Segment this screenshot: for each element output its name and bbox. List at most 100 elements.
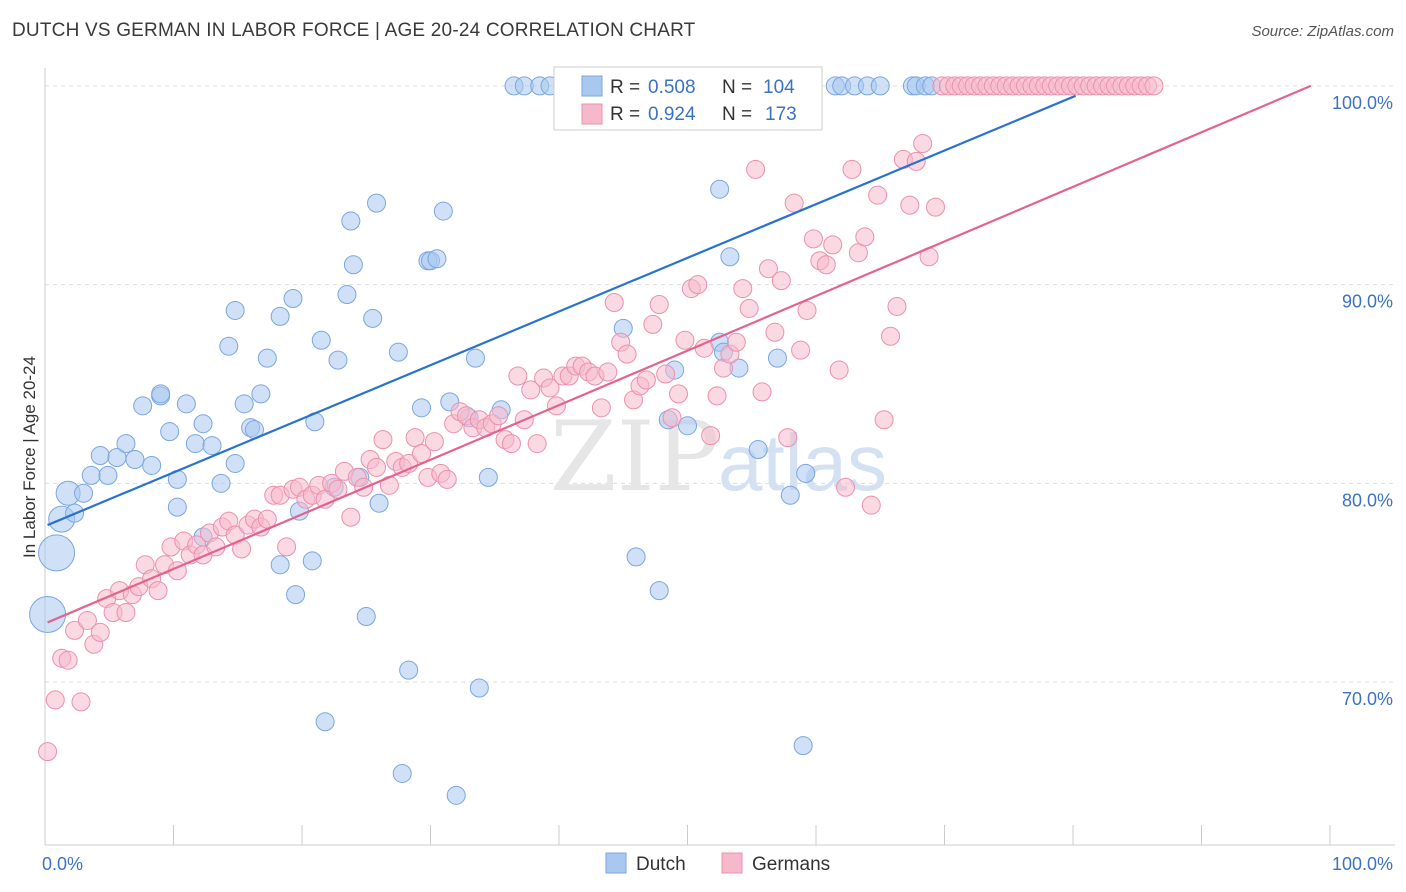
legend-series: Dutch Germans [605, 852, 830, 875]
point-dutch-40 [311, 330, 331, 350]
watermark-atlas: atlas [718, 418, 887, 507]
legend-r-value-dutch: 0.508 [648, 77, 696, 98]
point-german-72 [501, 434, 521, 454]
point-german-51 [367, 457, 387, 477]
y-tick-label-3: 70.0% [1342, 689, 1393, 709]
point-dutch-54 [399, 660, 419, 680]
point-dutch-15 [151, 384, 171, 404]
point-german-4 [65, 620, 85, 640]
point-german-126 [848, 243, 868, 263]
point-dutch-58 [427, 249, 447, 269]
point-dutch-1 [38, 534, 76, 572]
point-german-130 [874, 410, 894, 430]
point-dutch-6 [81, 465, 101, 485]
point-dutch-17 [167, 497, 187, 517]
point-dutch-38 [302, 551, 322, 571]
point-dutch-16 [160, 422, 180, 442]
chart-title: DUTCH VS GERMAN IN LABOR FORCE | AGE 20-… [12, 20, 696, 41]
point-dutch-88 [870, 76, 890, 96]
point-german-129 [868, 185, 888, 205]
point-german-111 [752, 382, 772, 402]
point-german-99 [675, 330, 695, 350]
y-tick-label-2: 80.0% [1342, 490, 1393, 510]
legend-r-value-german: 0.924 [648, 104, 696, 125]
point-dutch-99 [678, 416, 697, 436]
point-dutch-59 [433, 201, 453, 221]
legend-bottom-swatch-dutch [605, 852, 627, 874]
point-german-0 [38, 742, 58, 762]
point-german-90 [617, 344, 637, 364]
point-german-57 [405, 428, 425, 448]
y-tick-label-0: 100.0% [1332, 93, 1393, 113]
legend-r-label-dutch: R = [610, 77, 640, 98]
point-german-113 [765, 322, 785, 342]
point-dutch-48 [356, 606, 376, 626]
point-german-73 [508, 366, 528, 386]
y-tick-label-1: 90.0% [1342, 292, 1393, 312]
point-german-1 [45, 690, 65, 710]
point-german-115 [778, 428, 798, 448]
point-dutch-8 [98, 465, 118, 485]
source-label: Source: ZipAtlas.com [1251, 23, 1394, 40]
point-german-78 [540, 378, 560, 398]
point-german-60 [424, 432, 444, 452]
trend-line-dutch [47, 94, 1076, 527]
point-dutch-0 [29, 595, 67, 633]
point-dutch-105 [796, 463, 816, 483]
point-german-97 [662, 408, 682, 428]
point-german-118 [797, 300, 817, 320]
point-dutch-33 [270, 306, 290, 326]
legend-n-label-german: N = [722, 104, 752, 125]
point-dutch-5 [74, 483, 94, 503]
point-dutch-64 [469, 678, 489, 698]
axes [44, 68, 1395, 846]
legend-r-label-german: R = [610, 104, 640, 125]
legend-bottom-label-dutch: Dutch [636, 854, 686, 875]
point-german-138 [926, 197, 946, 217]
point-german-62 [437, 469, 457, 489]
point-dutch-44 [337, 285, 357, 305]
point-german-122 [823, 235, 843, 255]
point-german-134 [900, 195, 920, 215]
legend-n-label-dutch: N = [722, 77, 752, 98]
point-dutch-102 [748, 440, 768, 460]
point-dutch-32 [257, 348, 277, 368]
point-dutch-25 [219, 336, 239, 356]
point-dutch-24 [211, 473, 231, 493]
point-german-47 [341, 507, 361, 527]
x-tick-label-1: 100.0% [1332, 854, 1393, 874]
point-dutch-63 [465, 348, 485, 368]
point-dutch-49 [363, 308, 383, 328]
point-german-6 [77, 610, 97, 630]
legend-n-value-dutch: 104 [763, 77, 795, 98]
point-german-128 [861, 495, 881, 515]
point-german-136 [913, 134, 933, 154]
point-dutch-51 [369, 493, 389, 513]
point-dutch-26 [225, 300, 245, 320]
point-german-86 [591, 398, 611, 418]
point-german-117 [791, 340, 811, 360]
point-german-37 [277, 537, 297, 557]
point-german-121 [816, 255, 836, 275]
point-german-52 [373, 430, 393, 450]
point-dutch-34 [270, 555, 290, 575]
point-german-94 [643, 314, 663, 334]
point-dutch-65 [478, 467, 498, 487]
tick-labels: 100.0% 90.0% 80.0% 70.0% 0.0% 100.0% [42, 93, 1393, 874]
legend-n-value-german: 173 [765, 104, 797, 125]
point-german-5 [71, 692, 91, 712]
point-german-109 [739, 298, 759, 318]
point-dutch-22 [193, 414, 213, 434]
point-german-17 [148, 581, 168, 601]
point-german-12 [116, 602, 136, 622]
point-dutch-96 [626, 547, 646, 567]
point-dutch-103 [767, 348, 787, 368]
y-axis-label: In Labor Force | Age 20-24 [20, 356, 39, 558]
watermark: ZIP atlas [550, 401, 887, 513]
point-dutch-95 [720, 247, 740, 267]
point-german-124 [836, 477, 856, 497]
point-dutch-46 [343, 255, 363, 275]
legend-stats: R = 0.508 N = 104 R = 0.924 N = 173 [553, 66, 823, 131]
point-dutch-50 [367, 193, 387, 213]
